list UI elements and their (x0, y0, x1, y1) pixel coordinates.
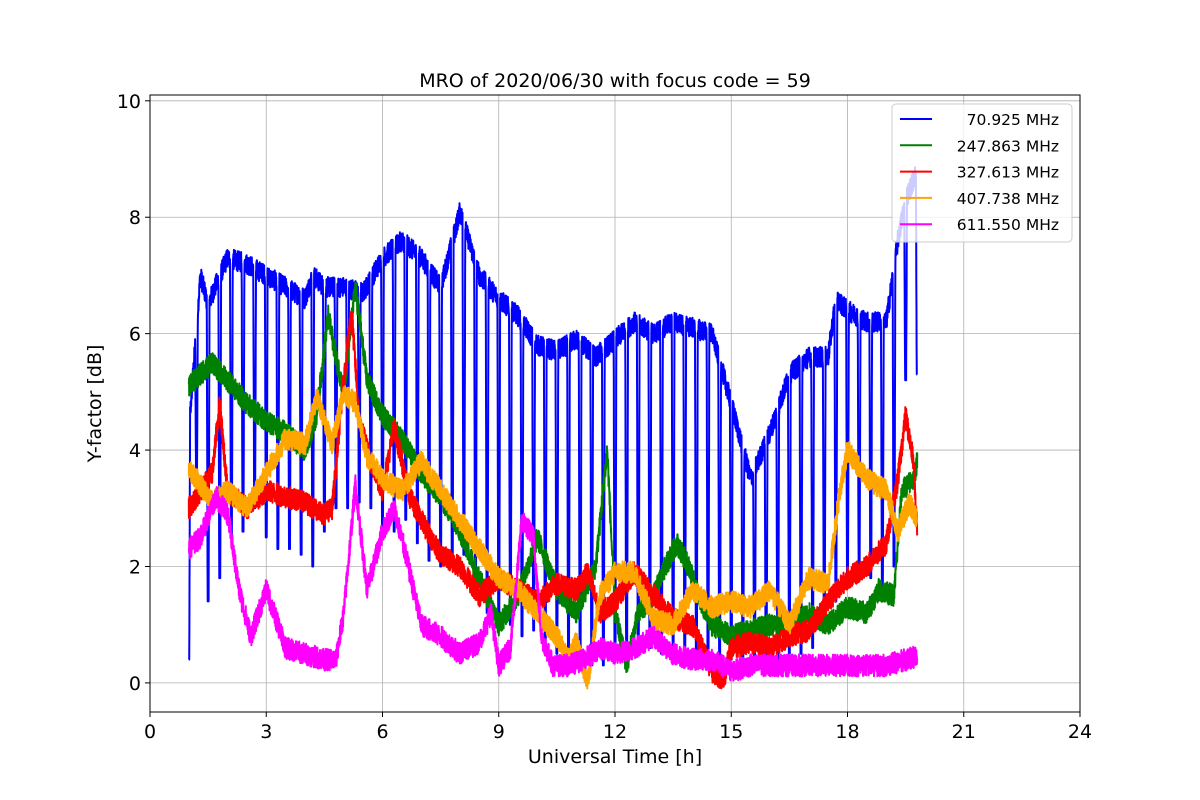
series-group (187, 166, 919, 690)
x-tick-label: 9 (493, 721, 505, 743)
series-line (187, 474, 919, 682)
series-line (187, 310, 919, 690)
x-tick-label: 21 (952, 721, 976, 743)
legend-box (891, 103, 1073, 243)
legend-label: 327.613 MHz (957, 164, 1059, 182)
x-tick-label: 6 (376, 721, 388, 743)
x-tick-label: 12 (603, 721, 627, 743)
y-tick-label: 10 (117, 91, 141, 113)
y-tick-label: 0 (129, 673, 141, 695)
legend-label: 247.863 MHz (957, 137, 1059, 155)
x-tick-label: 3 (260, 721, 272, 743)
x-tick-label: 24 (1068, 721, 1092, 743)
y-axis-label: Y-factor [dB] (84, 345, 106, 464)
plot-area (187, 166, 919, 690)
series-line (187, 166, 919, 667)
y-tick-label: 6 (129, 324, 141, 346)
x-tick-label: 15 (719, 721, 743, 743)
x-tick-label: 0 (144, 721, 156, 743)
legend-label: 70.925 MHz (967, 111, 1059, 129)
y-ticks: 0 2 4 6 8 10 (117, 91, 150, 695)
legend-label: 407.738 MHz (957, 190, 1059, 208)
y-tick-label: 4 (129, 440, 141, 462)
legend: 70.925 MHz 247.863 MHz 327.613 MHz 407.738 … (891, 103, 1073, 243)
x-ticks: 0 3 6 9 12 15 18 21 24 (144, 712, 1092, 743)
y-tick-label: 2 (129, 556, 141, 578)
x-tick-label: 18 (835, 721, 859, 743)
legend-label: 611.550 MHz (957, 216, 1059, 234)
x-axis-label: Universal Time [h] (528, 746, 702, 768)
series-line (187, 385, 919, 690)
chart-title: MRO of 2020/06/30 with focus code = 59 (419, 70, 811, 92)
y-tick-label: 8 (129, 207, 141, 229)
